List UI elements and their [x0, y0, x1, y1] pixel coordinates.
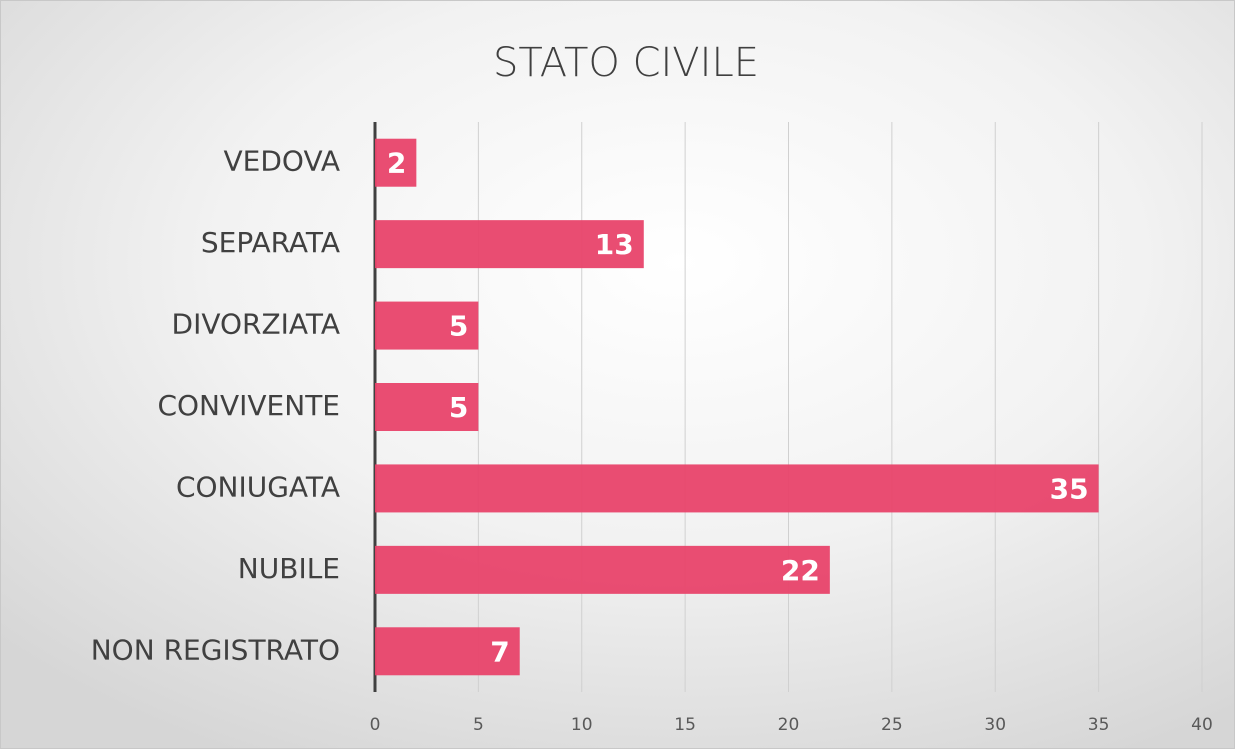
y-tick-label: NON REGISTRATO: [91, 633, 340, 666]
y-tick-label: DIVORZIATA: [172, 308, 340, 341]
data-label: 22: [781, 554, 820, 587]
bar: [375, 301, 479, 350]
y-tick-label: CONIUGATA: [176, 470, 340, 503]
x-tick-label: 40: [1191, 715, 1213, 735]
y-tick-label: NUBILE: [238, 552, 340, 585]
bar: [375, 383, 479, 431]
data-label: 2: [387, 147, 406, 180]
data-label: 5: [449, 310, 468, 343]
bar: [375, 545, 830, 594]
bar: [375, 220, 644, 269]
chart-title: STATO CIVILE: [493, 40, 759, 86]
x-tick-label: 5: [473, 715, 484, 735]
bar: [375, 138, 417, 187]
bar: [375, 627, 520, 676]
data-label: 35: [1050, 472, 1089, 505]
x-tick-label: 35: [1088, 715, 1110, 735]
x-tick-label: 25: [881, 715, 903, 735]
y-tick-label: VEDOVA: [224, 145, 340, 178]
x-tick-label: 30: [984, 715, 1006, 735]
x-tick-label: 15: [674, 715, 696, 735]
data-label: 5: [449, 391, 468, 424]
x-tick-label: 0: [370, 715, 381, 735]
data-label: 7: [490, 635, 509, 668]
y-tick-label: CONVIVENTE: [157, 389, 340, 422]
data-label: 13: [595, 228, 634, 261]
x-tick-label: 20: [778, 715, 800, 735]
x-tick-label: 10: [571, 715, 593, 735]
bar: [375, 464, 1099, 513]
y-tick-label: SEPARATA: [201, 226, 340, 259]
